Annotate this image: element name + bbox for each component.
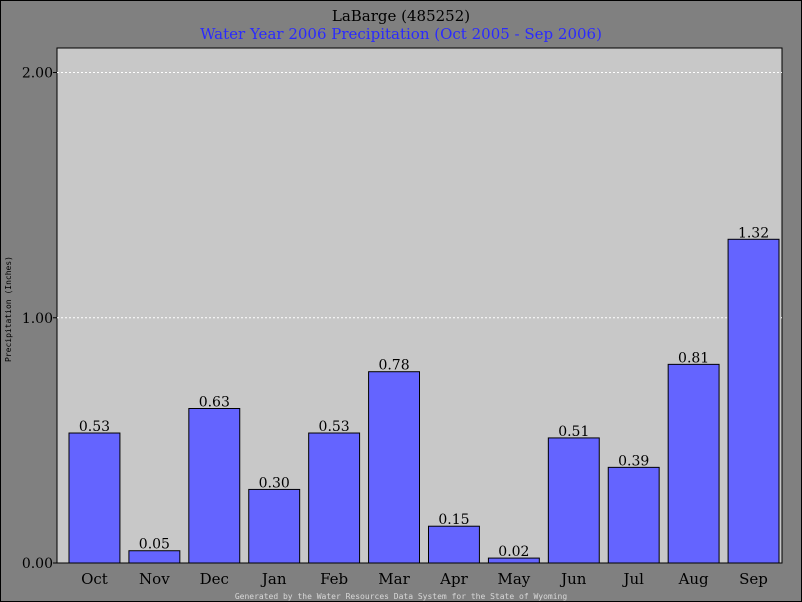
y-tick-label: 0.00 (22, 556, 53, 572)
x-tick-label: Jun (559, 570, 587, 588)
x-tick-label: Aug (678, 570, 709, 588)
bar-aug (667, 363, 720, 564)
chart-subtitle: Water Year 2006 Precipitation (Oct 2005 … (200, 25, 602, 43)
gridlines (53, 72, 782, 564)
bar-mar (368, 371, 421, 564)
bar-value-label: 0.02 (498, 544, 529, 560)
x-tick-label: Oct (81, 570, 108, 588)
x-tick-label: Jan (260, 570, 287, 588)
chart-title: LaBarge (485252) (332, 7, 470, 25)
x-tick-label: May (497, 570, 530, 588)
bar-value-label: 0.63 (199, 395, 230, 411)
bar-jan (248, 488, 301, 564)
bar-jul (607, 466, 660, 564)
y-tick-label: 1.00 (22, 311, 53, 327)
x-tick-label: Apr (439, 570, 468, 588)
x-tick-label: Feb (320, 570, 348, 588)
bar-may (487, 557, 540, 564)
y-axis-label: Precipitation (Inches) (4, 256, 13, 362)
bar-value-label: 0.15 (438, 512, 469, 528)
bar-value-label: 0.53 (319, 419, 350, 435)
labels: 0.00 1.00 2.00 0.53 Oct 0.05 Nov 0.63 Dec 0.30 Jan… (22, 66, 769, 588)
x-tick-label: Jul (621, 570, 644, 588)
bar-feb (308, 432, 361, 564)
bar-oct (68, 432, 121, 564)
bar-jun (547, 437, 600, 564)
bar-value-label: 0.81 (678, 350, 709, 366)
y-tick-label: 2.00 (22, 66, 53, 82)
bars (68, 238, 780, 564)
bar-apr (428, 525, 480, 564)
x-tick-label: Sep (739, 570, 768, 588)
bar-value-label: 0.30 (259, 475, 290, 491)
bar-value-label: 0.05 (139, 537, 170, 553)
bar-value-label: 1.32 (738, 225, 769, 241)
bar-value-label: 0.78 (378, 358, 409, 374)
x-tick-label: Nov (139, 570, 170, 588)
bar-value-label: 0.39 (618, 453, 649, 469)
bar-dec (188, 408, 241, 564)
bar-sep (727, 238, 780, 564)
bar-value-label: 0.53 (79, 419, 110, 435)
footer-note: Generated by the Water Resources Data Sy… (235, 592, 568, 601)
bar-value-label: 0.51 (558, 424, 589, 440)
bar-nov (128, 550, 181, 564)
x-tick-label: Dec (200, 570, 229, 588)
x-tick-label: Mar (378, 570, 410, 588)
